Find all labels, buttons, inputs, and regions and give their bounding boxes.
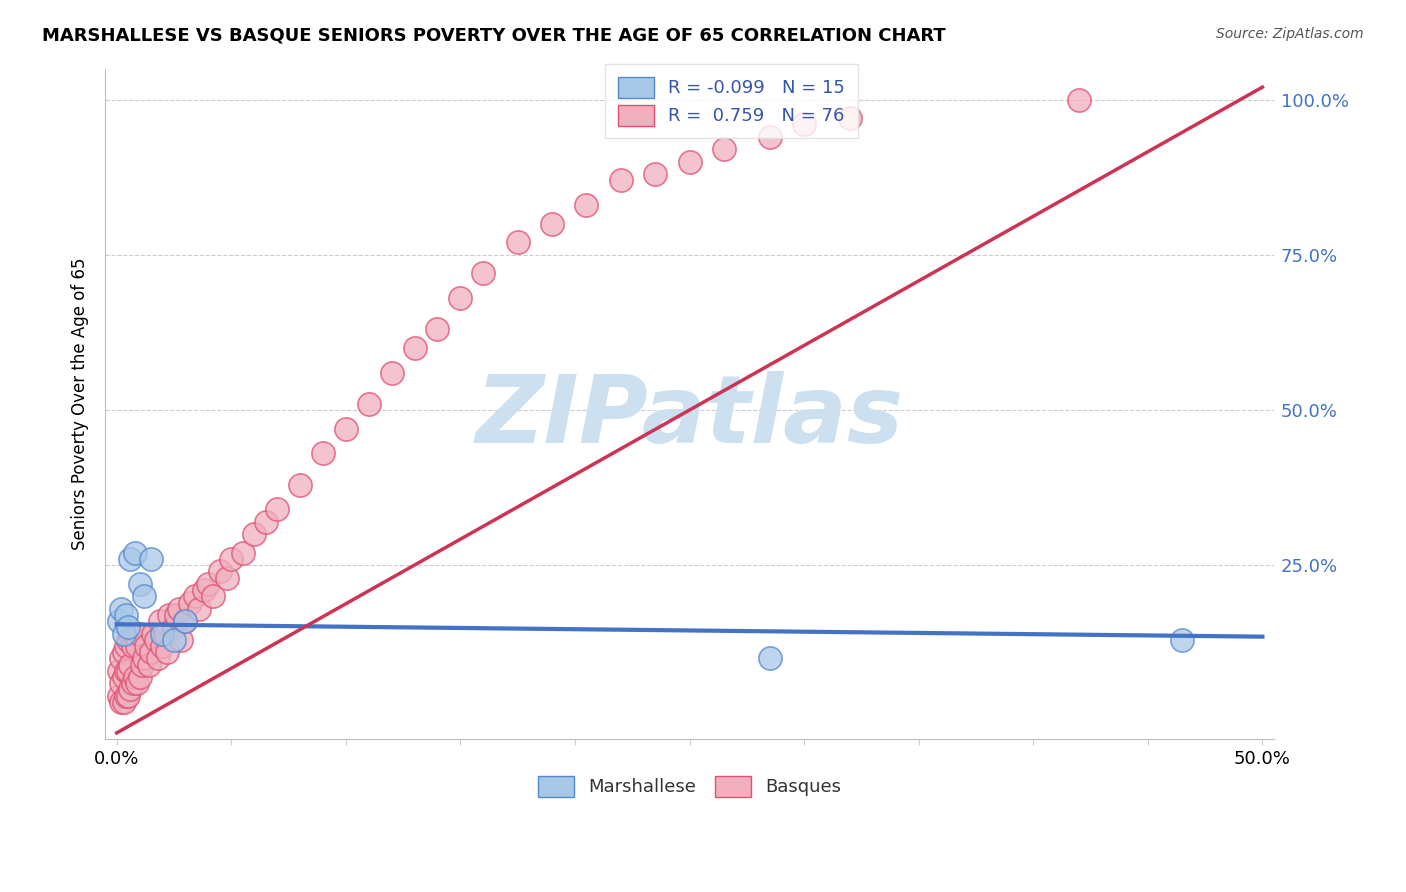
Point: [152, 639, 174, 653]
Point: [506, 235, 529, 250]
Point: [426, 322, 449, 336]
Point: [575, 198, 598, 212]
Point: [135, 639, 157, 653]
Point: [110, 651, 132, 665]
Point: [644, 167, 666, 181]
Point: [134, 651, 156, 665]
Point: [793, 117, 815, 131]
Point: [112, 626, 135, 640]
Point: [381, 366, 404, 380]
Point: [167, 601, 190, 615]
Point: [110, 676, 132, 690]
Point: [149, 614, 172, 628]
Point: [142, 626, 165, 640]
Point: [139, 552, 162, 566]
Point: [134, 590, 156, 604]
Point: [138, 657, 160, 672]
Point: [1067, 93, 1090, 107]
Point: [108, 689, 131, 703]
Point: [110, 695, 132, 709]
Point: [124, 670, 146, 684]
Point: [170, 632, 193, 647]
Point: [120, 626, 142, 640]
Point: [139, 645, 162, 659]
Point: [288, 477, 311, 491]
Point: [128, 670, 150, 684]
Point: [157, 607, 180, 622]
Point: [449, 291, 471, 305]
Point: [678, 154, 700, 169]
Text: MARSHALLESE VS BASQUE SENIORS POVERTY OVER THE AGE OF 65 CORRELATION CHART: MARSHALLESE VS BASQUE SENIORS POVERTY OV…: [42, 27, 946, 45]
Point: [120, 657, 142, 672]
Point: [243, 527, 266, 541]
Point: [114, 689, 136, 703]
Point: [758, 129, 780, 144]
Point: [163, 620, 186, 634]
Point: [121, 676, 143, 690]
Point: [112, 695, 135, 709]
Point: [174, 614, 197, 628]
Point: [193, 583, 215, 598]
Point: [117, 632, 139, 647]
Point: [713, 142, 735, 156]
Point: [120, 552, 142, 566]
Point: [165, 607, 187, 622]
Point: [152, 626, 174, 640]
Point: [131, 657, 153, 672]
Point: [197, 577, 219, 591]
Y-axis label: Seniors Poverty Over the Age of 65: Seniors Poverty Over the Age of 65: [72, 258, 89, 550]
Point: [1171, 632, 1194, 647]
Point: [215, 571, 238, 585]
Point: [127, 676, 149, 690]
Point: [188, 601, 211, 615]
Point: [219, 552, 242, 566]
Point: [201, 590, 224, 604]
Point: [174, 614, 197, 628]
Point: [179, 595, 201, 609]
Point: [112, 670, 135, 684]
Point: [112, 645, 135, 659]
Point: [108, 614, 131, 628]
Point: [153, 626, 176, 640]
Point: [183, 590, 205, 604]
Point: [156, 645, 179, 659]
Point: [128, 626, 150, 640]
Point: [146, 651, 169, 665]
Point: [610, 173, 633, 187]
Point: [758, 651, 780, 665]
Point: [163, 632, 186, 647]
Point: [108, 664, 131, 678]
Point: [110, 601, 132, 615]
Point: [114, 607, 136, 622]
Point: [121, 639, 143, 653]
Point: [120, 682, 142, 697]
Point: [357, 397, 380, 411]
Point: [117, 620, 139, 634]
Point: [114, 639, 136, 653]
Point: [117, 664, 139, 678]
Point: [117, 689, 139, 703]
Text: ZIPatlas: ZIPatlas: [475, 371, 904, 463]
Point: [145, 632, 167, 647]
Point: [335, 422, 357, 436]
Point: [232, 546, 254, 560]
Point: [124, 546, 146, 560]
Point: [404, 341, 426, 355]
Point: [254, 515, 277, 529]
Text: Source: ZipAtlas.com: Source: ZipAtlas.com: [1216, 27, 1364, 41]
Point: [124, 626, 146, 640]
Point: [312, 446, 335, 460]
Point: [127, 639, 149, 653]
Point: [208, 565, 231, 579]
Point: [541, 217, 564, 231]
Point: [839, 112, 862, 126]
Point: [472, 267, 495, 281]
Point: [114, 664, 136, 678]
Point: [266, 502, 288, 516]
Point: [128, 577, 150, 591]
Legend: Marshallese, Basques: Marshallese, Basques: [531, 769, 848, 804]
